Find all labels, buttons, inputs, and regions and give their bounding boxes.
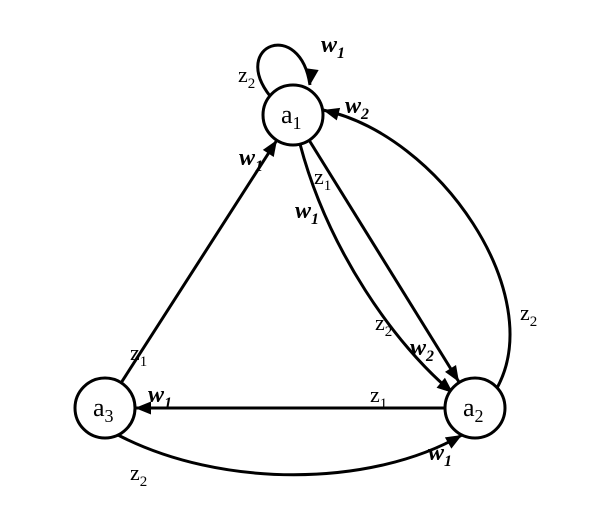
- arrowhead: [445, 365, 459, 382]
- node-a3: a3: [75, 378, 135, 438]
- edge-label-z: z1: [314, 164, 331, 194]
- edge-label-z: z2: [130, 460, 147, 490]
- node-a1: a1: [263, 85, 323, 145]
- edge-label-w: w1: [428, 440, 452, 470]
- edge-label-w: w1: [239, 145, 263, 175]
- edge-path: [121, 140, 277, 383]
- edge-a2-a3-upper: [135, 402, 445, 415]
- edge-a3-a1: [121, 140, 277, 383]
- node-a2: a2: [445, 378, 505, 438]
- arrowhead: [263, 140, 277, 157]
- edge-label-w: w1: [148, 382, 172, 412]
- edge-label-z: z2: [375, 310, 392, 340]
- edge-label-w: w1: [321, 32, 345, 62]
- edge-label-z: z2: [238, 62, 255, 92]
- edge-label-z: z2: [520, 300, 537, 330]
- edge-a3-a2-lower: [118, 435, 462, 475]
- edge-label-w: w2: [345, 93, 369, 123]
- edge-label-w: w2: [410, 335, 434, 365]
- edge-label-w: w1: [295, 198, 319, 228]
- arrowhead: [323, 108, 340, 121]
- edge-path: [118, 435, 462, 475]
- arrowhead: [445, 435, 462, 449]
- automaton-diagram: a1a2a3 z2w1z1w1z1w2z2w2w1z2z1w1z2w1: [0, 0, 600, 525]
